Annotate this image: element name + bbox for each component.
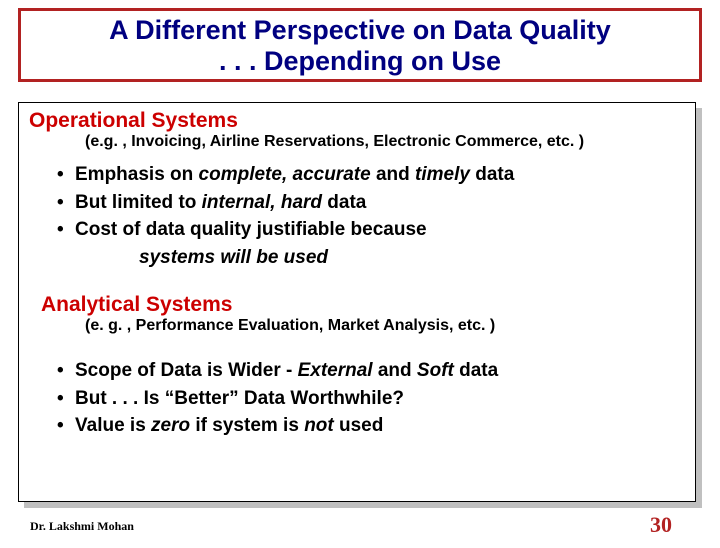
title-line-2: . . . Depending on Use bbox=[27, 46, 693, 77]
section2-bullet-1: But . . . Is “Better” Data Worthwhile? bbox=[57, 385, 685, 413]
section2-bullets: Scope of Data is Wider - External and So… bbox=[57, 357, 685, 440]
section2-sub: (e. g. , Performance Evaluation, Market … bbox=[85, 317, 685, 335]
content-box: Operational Systems (e.g. , Invoicing, A… bbox=[18, 102, 696, 502]
section2-heading: Analytical Systems bbox=[41, 293, 685, 317]
section2-bullet-0: Scope of Data is Wider - External and So… bbox=[57, 357, 685, 385]
title-line-1: A Different Perspective on Data Quality bbox=[27, 15, 693, 46]
section1-bullet-0: Emphasis on complete, accurate and timel… bbox=[57, 161, 685, 189]
section1-bullets: Emphasis on complete, accurate and timel… bbox=[57, 161, 685, 271]
footer-author: Dr. Lakshmi Mohan bbox=[30, 519, 134, 534]
title-box: A Different Perspective on Data Quality … bbox=[18, 8, 702, 82]
section1-sub: (e.g. , Invoicing, Airline Reservations,… bbox=[85, 133, 685, 151]
section1-bullet-1: But limited to internal, hard data bbox=[57, 189, 685, 217]
section2-bullet-2: Value is zero if system is not used bbox=[57, 412, 685, 440]
section1-heading: Operational Systems bbox=[29, 109, 685, 133]
section1-bullet-2: Cost of data quality justifiable because… bbox=[57, 216, 685, 271]
footer-page-number: 30 bbox=[650, 512, 672, 538]
